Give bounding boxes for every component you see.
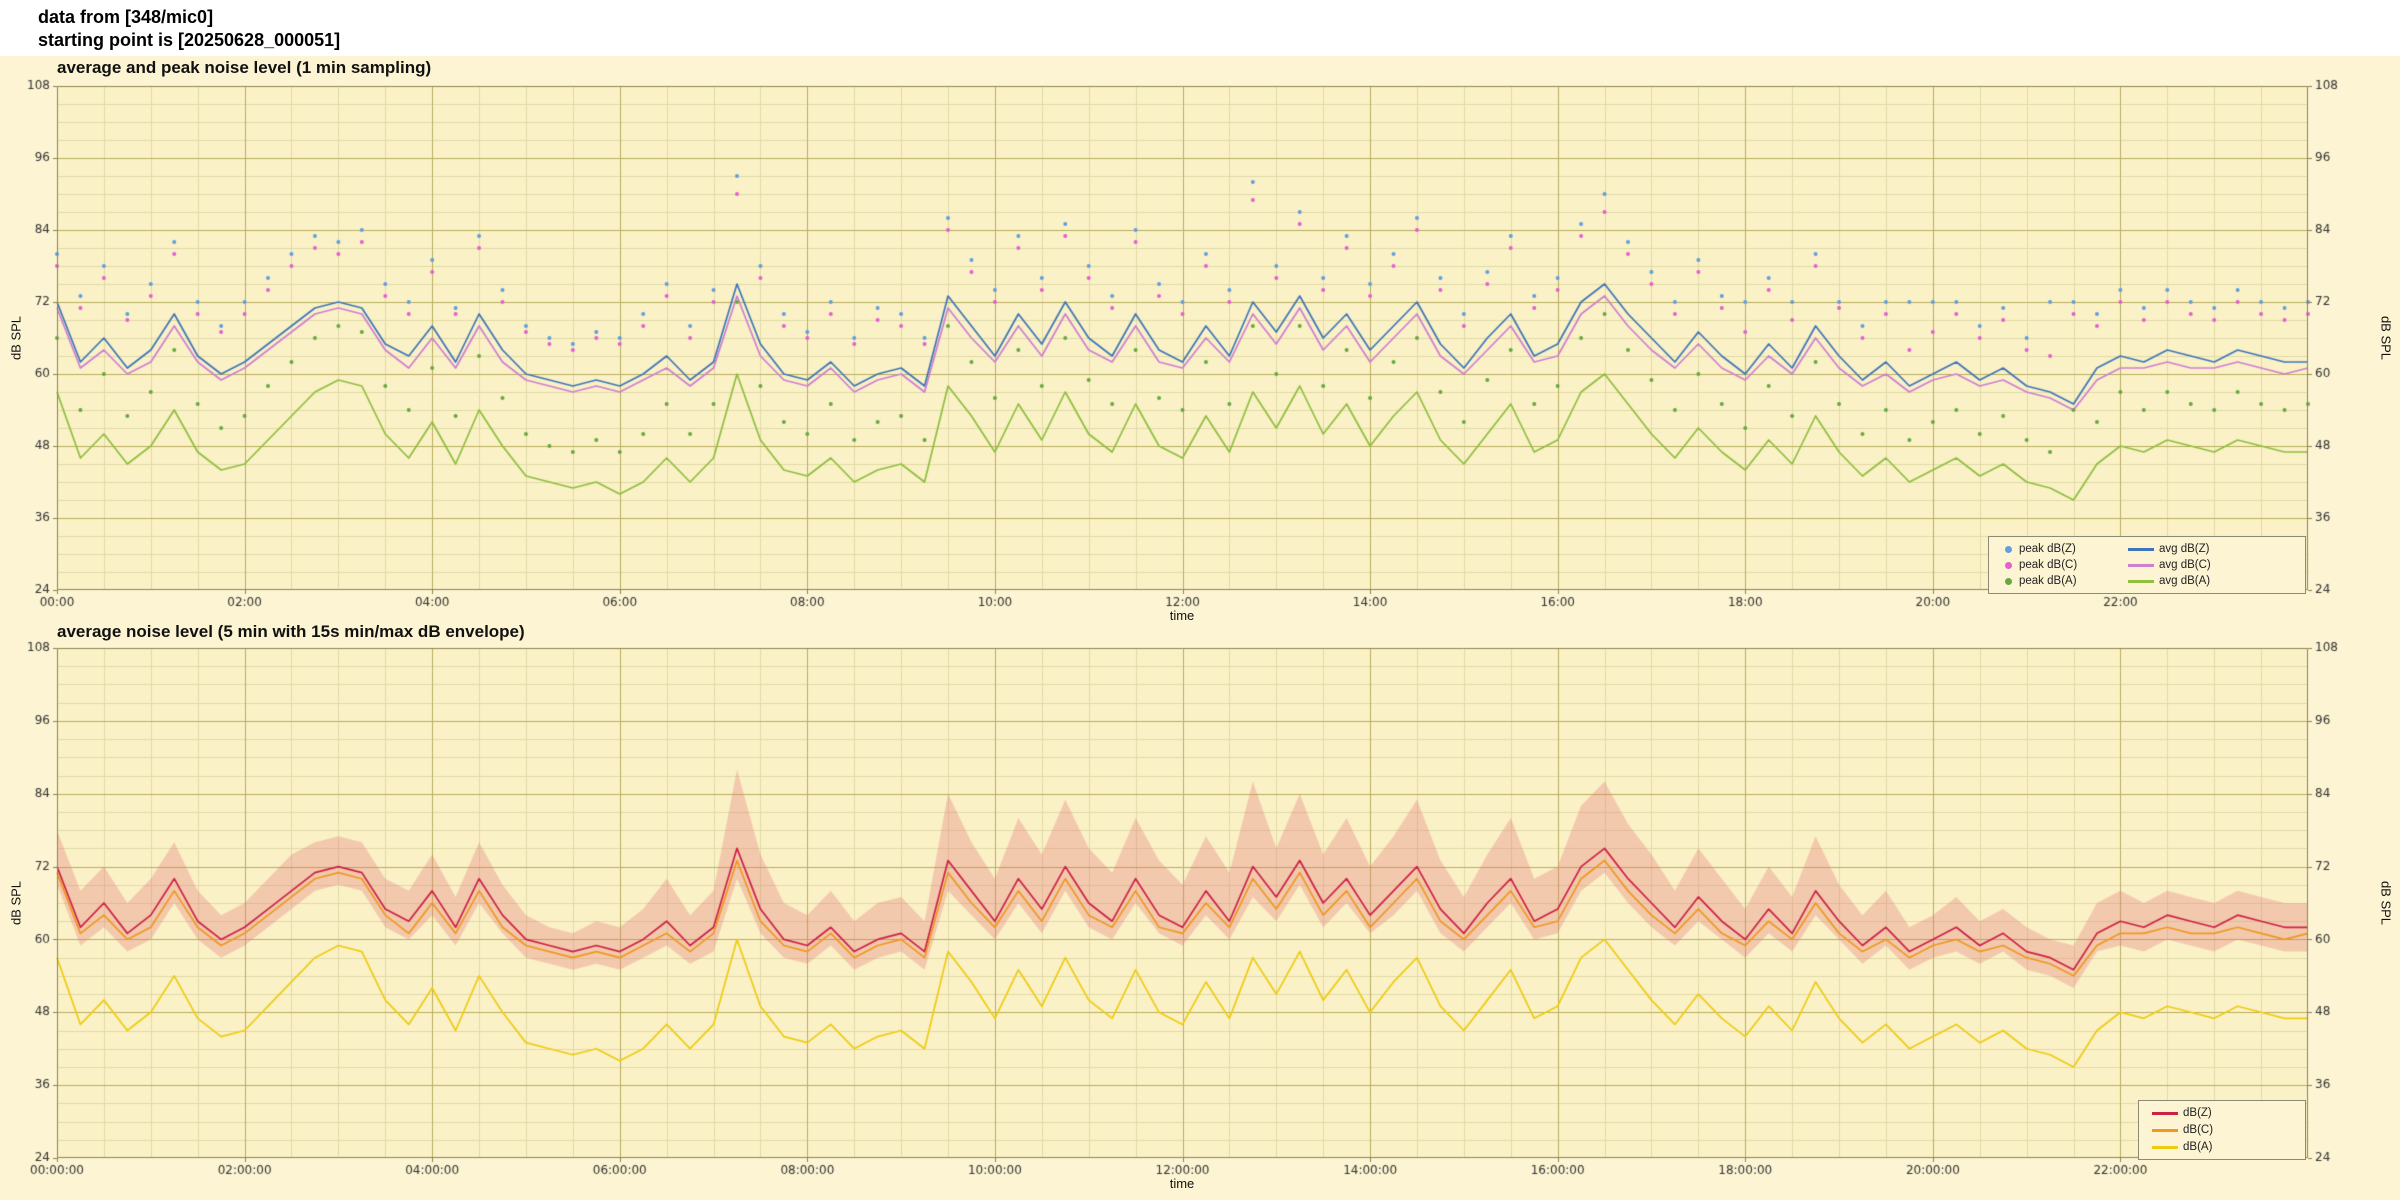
legend-label-dba: dB(A) <box>2183 1141 2213 1153</box>
chart1-title: average and peak noise level (1 min samp… <box>57 58 432 77</box>
legend-label-peak-dba: peak dB(A) <box>2019 575 2077 587</box>
chart2-ylabel-right: dB SPL <box>2378 880 2394 926</box>
legend-label-dbz: dB(Z) <box>2183 1107 2212 1119</box>
legend-label-avg-dbc: avg dB(C) <box>2159 559 2211 571</box>
legend-swatch-dba-icon <box>2152 1145 2178 1149</box>
legend-label-peak-dbc: peak dB(C) <box>2019 559 2078 571</box>
chart1-xlabel: time <box>1169 608 1195 623</box>
chart1-legend: peak dB(Z) avg dB(Z) peak dB(C) avg dB(C… <box>1988 536 2306 594</box>
chart1-ylabel-right: dB SPL <box>2378 315 2394 361</box>
legend-swatch-avg-dbc-icon <box>2128 563 2154 567</box>
chart1-ylabel-left: dB SPL <box>8 315 24 361</box>
chart2-legend: dB(Z) dB(C) dB(A) <box>2138 1100 2306 1160</box>
legend-label-dbc: dB(C) <box>2183 1124 2214 1136</box>
legend-label-avg-dbz: avg dB(Z) <box>2159 543 2210 555</box>
legend-swatch-dbz-icon <box>2152 1111 2178 1115</box>
legend-swatch-avg-dba-icon <box>2128 579 2154 583</box>
chart2-title: average noise level (5 min with 15s min/… <box>57 622 525 641</box>
legend-swatch-peak-dba-icon <box>2004 577 2012 585</box>
legend-swatch-avg-dbz-icon <box>2128 547 2154 551</box>
legend-swatch-peak-dbc-icon <box>2004 561 2012 569</box>
header: data from [348/mic0] starting point is [… <box>38 6 340 52</box>
header-line-start: starting point is [20250628_000051] <box>38 30 341 50</box>
legend-swatch-peak-dbz-icon <box>2004 545 2012 553</box>
legend-label-peak-dbz: peak dB(Z) <box>2019 543 2076 555</box>
header-line-source: data from [348/mic0] <box>38 7 214 27</box>
chart2-xlabel: time <box>1169 1176 1195 1191</box>
legend-label-avg-dba: avg dB(A) <box>2159 575 2211 587</box>
legend-swatch-dbc-icon <box>2152 1128 2178 1132</box>
chart2-ylabel-left: dB SPL <box>8 880 24 926</box>
